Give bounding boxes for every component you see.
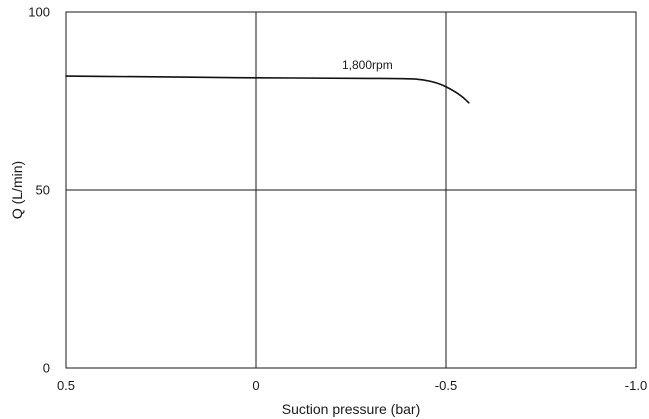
series-lines	[65, 75, 470, 104]
grid-lines	[66, 12, 636, 368]
x-tick-label: 0	[252, 378, 259, 393]
y-axis-label: Q (L/min)	[9, 161, 25, 219]
y-tick-label: 50	[36, 183, 50, 198]
series-line-1800rpm	[65, 75, 470, 104]
y-tick-label: 100	[28, 5, 50, 20]
plot-frame	[65, 11, 637, 369]
x-tick-label: -1.0	[625, 378, 647, 393]
x-axis-label: Suction pressure (bar)	[282, 401, 421, 417]
x-tick-labels: 0.5 0 -0.5 -1.0	[57, 378, 647, 393]
y-tick-labels: 0 50 100	[28, 5, 50, 376]
x-tick-label: -0.5	[435, 378, 457, 393]
x-tick-label: 0.5	[57, 378, 75, 393]
y-tick-label: 0	[43, 361, 50, 376]
series-label-1800rpm: 1,800rpm	[342, 58, 393, 72]
